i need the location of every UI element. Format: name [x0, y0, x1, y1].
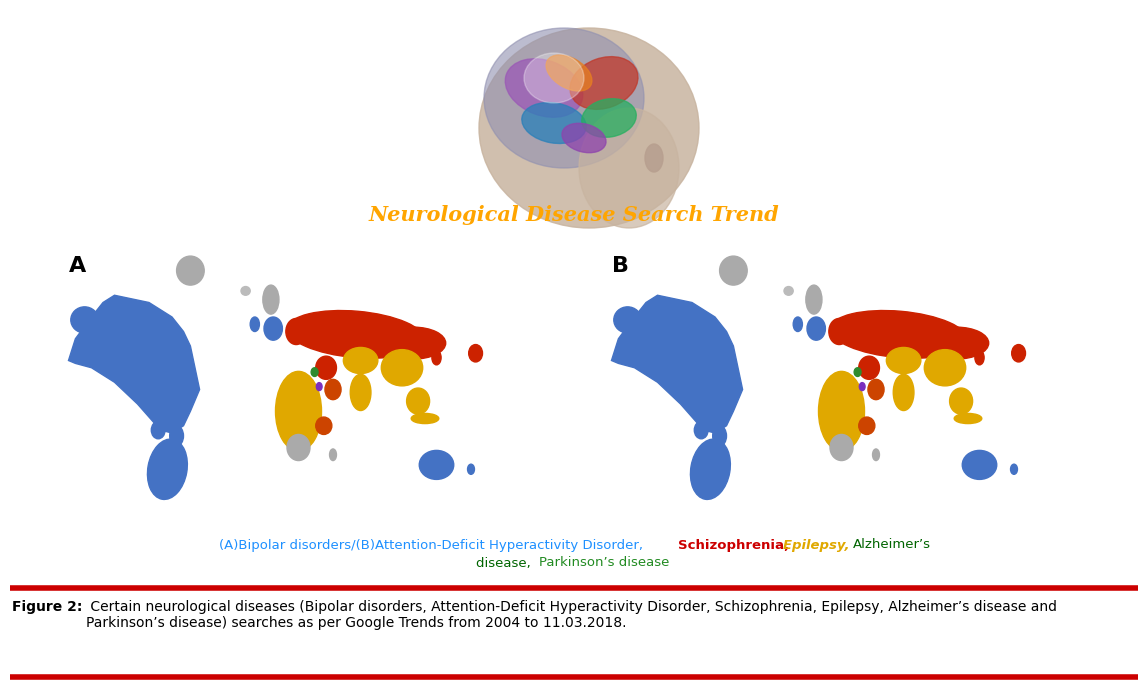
Ellipse shape [819, 372, 864, 451]
Ellipse shape [886, 348, 921, 374]
Ellipse shape [1011, 344, 1025, 362]
Ellipse shape [806, 285, 822, 314]
Ellipse shape [152, 421, 165, 438]
Ellipse shape [859, 356, 879, 379]
Ellipse shape [343, 348, 378, 374]
Ellipse shape [563, 123, 606, 153]
Ellipse shape [868, 379, 884, 400]
Ellipse shape [329, 449, 336, 460]
Text: disease,: disease, [476, 557, 535, 570]
Ellipse shape [381, 327, 445, 359]
Ellipse shape [479, 28, 699, 228]
Text: Schizophrenia,: Schizophrenia, [678, 538, 794, 551]
Ellipse shape [720, 256, 747, 285]
Ellipse shape [949, 388, 972, 414]
Ellipse shape [954, 413, 982, 423]
Ellipse shape [147, 439, 187, 499]
Ellipse shape [695, 421, 708, 438]
Text: Epilepsy,: Epilepsy, [783, 538, 854, 551]
Text: A: A [69, 256, 86, 276]
Text: (A)Bipolar disorders/(B)Attention-Deficit Hyperactivity Disorder,: (A)Bipolar disorders/(B)Attention-Defici… [219, 538, 647, 551]
Ellipse shape [579, 108, 678, 228]
Ellipse shape [830, 434, 853, 460]
Ellipse shape [872, 449, 879, 460]
Ellipse shape [317, 382, 323, 391]
Ellipse shape [316, 417, 332, 434]
Ellipse shape [381, 350, 422, 386]
Ellipse shape [241, 287, 250, 295]
Ellipse shape [690, 439, 730, 499]
Ellipse shape [893, 374, 914, 410]
Ellipse shape [263, 285, 279, 314]
Ellipse shape [793, 317, 802, 331]
Ellipse shape [311, 367, 318, 376]
Ellipse shape [350, 374, 371, 410]
Ellipse shape [975, 350, 984, 365]
Ellipse shape [546, 55, 592, 91]
Ellipse shape [807, 317, 825, 340]
Text: B: B [612, 256, 628, 276]
Ellipse shape [170, 426, 184, 446]
Polygon shape [612, 295, 743, 433]
Text: Parkinson’s disease: Parkinson’s disease [540, 557, 669, 570]
Text: Certain neurological diseases (Bipolar disorders, Attention-Deficit Hyperactivit: Certain neurological diseases (Bipolar d… [86, 600, 1057, 630]
Ellipse shape [276, 372, 321, 451]
Ellipse shape [523, 53, 584, 103]
Ellipse shape [829, 318, 850, 344]
Ellipse shape [582, 98, 636, 137]
Ellipse shape [830, 311, 968, 359]
Polygon shape [69, 295, 200, 433]
Ellipse shape [406, 388, 429, 414]
Ellipse shape [784, 287, 793, 295]
Ellipse shape [287, 434, 310, 460]
Ellipse shape [505, 59, 583, 117]
Ellipse shape [924, 327, 988, 359]
Ellipse shape [859, 417, 875, 434]
Ellipse shape [177, 256, 204, 285]
Text: Neurological Disease Search Trend: Neurological Disease Search Trend [369, 205, 779, 225]
Ellipse shape [1010, 464, 1017, 474]
Ellipse shape [71, 307, 99, 333]
Ellipse shape [522, 102, 587, 143]
Ellipse shape [924, 350, 965, 386]
Ellipse shape [860, 382, 866, 391]
Ellipse shape [854, 367, 861, 376]
Ellipse shape [419, 450, 453, 479]
Ellipse shape [484, 28, 644, 168]
Text: Alzheimer’s: Alzheimer’s [853, 538, 931, 551]
Ellipse shape [713, 426, 727, 446]
Ellipse shape [432, 350, 441, 365]
Ellipse shape [645, 144, 664, 172]
Ellipse shape [411, 413, 439, 423]
Ellipse shape [571, 57, 638, 109]
Text: Figure 2:: Figure 2: [11, 600, 83, 614]
Ellipse shape [614, 307, 642, 333]
Ellipse shape [962, 450, 996, 479]
Ellipse shape [316, 356, 336, 379]
Ellipse shape [325, 379, 341, 400]
Ellipse shape [250, 317, 259, 331]
Ellipse shape [264, 317, 282, 340]
Ellipse shape [286, 318, 307, 344]
Ellipse shape [467, 464, 474, 474]
Ellipse shape [287, 311, 425, 359]
Ellipse shape [468, 344, 482, 362]
